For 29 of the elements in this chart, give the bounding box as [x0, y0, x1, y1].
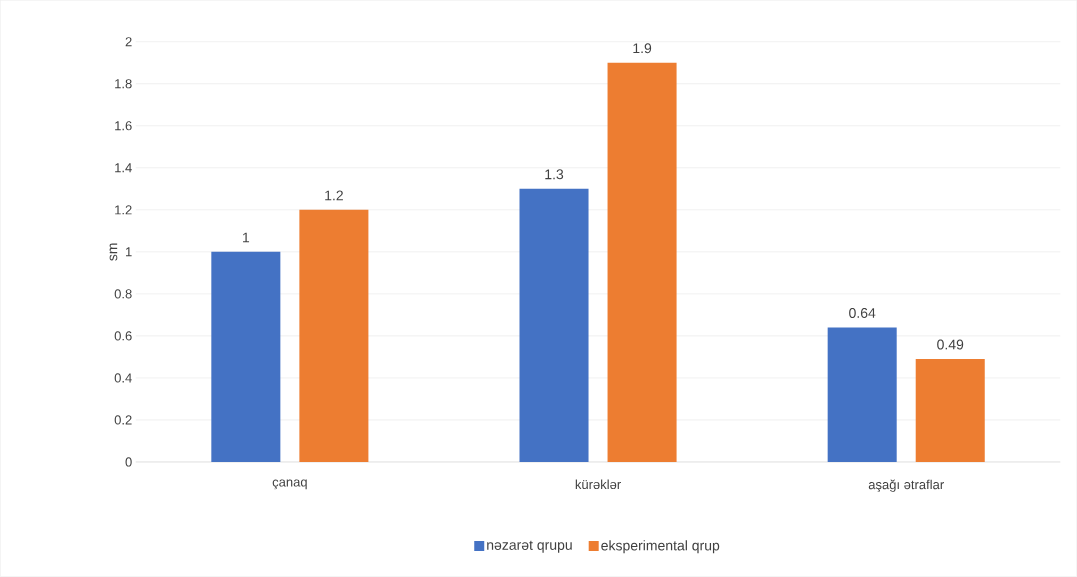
bar: [827, 327, 897, 463]
data-label: 0.49: [937, 339, 964, 350]
data-label: 1: [243, 232, 250, 243]
y-axis-title: sm: [109, 243, 118, 261]
data-label: 1.2: [325, 190, 343, 201]
y-tick-label: 0.4: [114, 373, 132, 383]
y-tick-label: 1.4: [115, 163, 132, 173]
y-tick-label: 1.8: [115, 79, 132, 89]
y-tick-label: 1.2: [115, 205, 132, 215]
bar: [915, 359, 985, 463]
x-tick-label: kürəklər: [575, 479, 621, 490]
bar: [299, 209, 369, 463]
legend-label: eksperimental qrup: [601, 540, 720, 554]
bar: [519, 188, 589, 463]
x-tick-label: çanaq: [272, 479, 307, 490]
legend-label: nəzarət qrupu: [487, 540, 572, 553]
y-tick-label: 1.6: [115, 121, 132, 131]
data-label: 1.9: [633, 43, 652, 54]
bar: [607, 62, 677, 463]
data-label: 1.3: [545, 169, 564, 180]
y-tick-label: 2: [125, 37, 132, 47]
y-tick-label: 0.2: [114, 415, 132, 425]
y-tick-label: 0.6: [114, 331, 132, 341]
y-tick-label: 1: [126, 247, 132, 257]
y-tick-label: 0: [125, 457, 132, 467]
y-tick-label: 0.8: [114, 289, 132, 299]
x-tick-label: aşağı ətraflar: [868, 479, 944, 492]
data-label: 0.64: [849, 308, 876, 319]
bar: [211, 251, 281, 463]
